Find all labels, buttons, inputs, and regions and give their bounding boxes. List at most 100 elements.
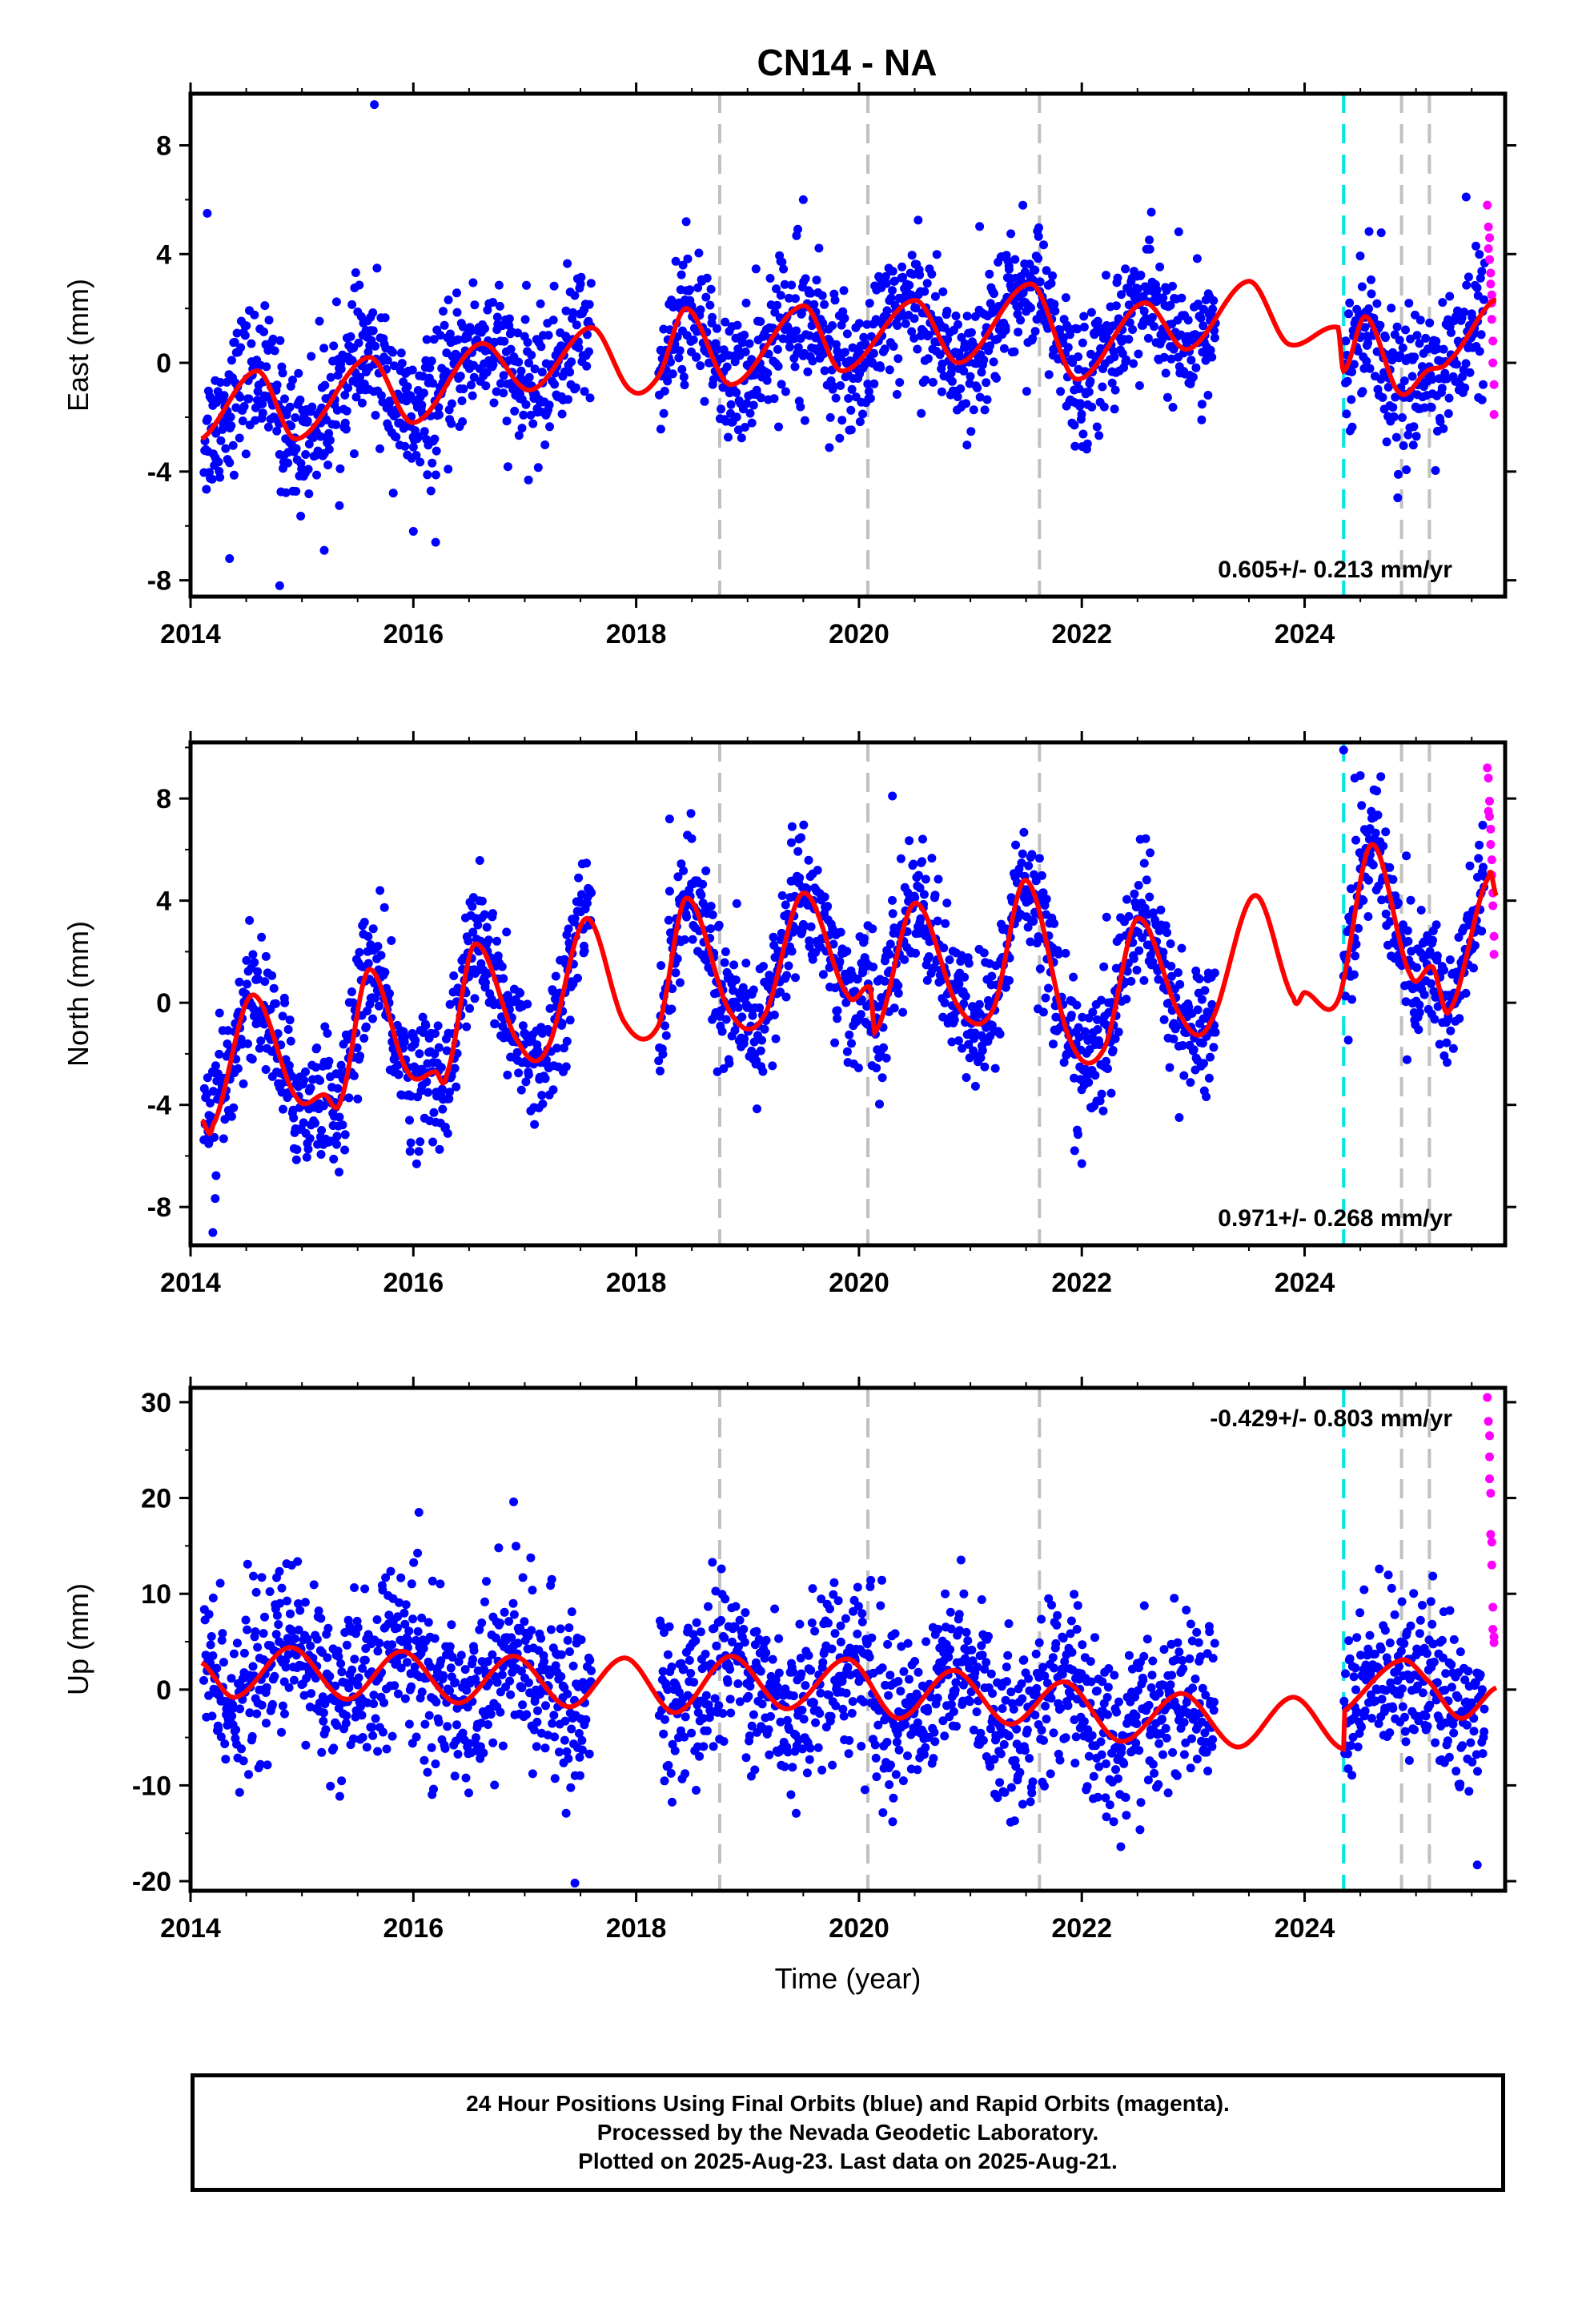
final-point	[243, 1559, 252, 1569]
final-point	[208, 1593, 218, 1602]
final-point	[1406, 895, 1415, 905]
final-point	[341, 424, 351, 434]
rapid-point	[1484, 774, 1493, 783]
final-point	[380, 313, 390, 323]
final-point	[219, 1658, 228, 1667]
final-point	[721, 1594, 730, 1604]
final-point	[900, 955, 909, 964]
final-point	[771, 1675, 781, 1685]
final-point	[797, 1669, 806, 1679]
final-point	[933, 916, 942, 926]
final-point	[954, 1036, 963, 1045]
final-point	[1347, 995, 1357, 1004]
final-point	[429, 335, 439, 344]
final-point	[1475, 250, 1484, 259]
final-point	[831, 1701, 841, 1711]
final-point	[1411, 432, 1421, 441]
final-point	[787, 280, 797, 290]
final-point	[420, 1755, 429, 1765]
final-point	[482, 1577, 491, 1586]
final-point	[768, 1061, 777, 1071]
final-point	[756, 317, 765, 326]
final-point	[685, 285, 695, 295]
final-point	[551, 971, 560, 981]
final-point	[332, 1140, 341, 1149]
final-point	[1156, 905, 1166, 915]
final-point	[1044, 983, 1053, 993]
final-point	[1178, 1041, 1187, 1050]
outlier-point	[1355, 770, 1365, 780]
final-point	[701, 1650, 710, 1659]
final-point	[1099, 402, 1109, 412]
final-point	[829, 1590, 838, 1599]
outlier-point	[787, 822, 797, 831]
final-point	[560, 1735, 569, 1745]
final-point	[453, 335, 463, 344]
final-point	[805, 942, 814, 951]
final-point	[1023, 923, 1033, 932]
final-point	[692, 1618, 701, 1627]
final-point	[400, 1694, 410, 1703]
final-point	[753, 1104, 761, 1114]
final-point	[586, 279, 596, 288]
final-point	[251, 1627, 260, 1636]
final-point	[324, 444, 334, 454]
final-point	[247, 339, 256, 348]
final-point	[431, 470, 440, 480]
final-point	[1166, 971, 1176, 981]
final-point	[368, 1014, 377, 1023]
velocity-rate-label: 0.971+/- 0.268 mm/yr	[1218, 1205, 1452, 1232]
final-point	[962, 399, 971, 408]
final-point	[279, 1104, 287, 1114]
final-point	[663, 376, 673, 386]
final-point	[349, 1734, 358, 1743]
final-point	[263, 422, 273, 432]
final-point	[730, 1026, 740, 1035]
final-point	[893, 981, 903, 991]
final-point	[1074, 1130, 1082, 1140]
final-point	[730, 357, 740, 367]
final-point	[1387, 304, 1396, 313]
final-point	[1026, 304, 1035, 312]
final-point	[1439, 344, 1448, 354]
final-point	[444, 464, 453, 474]
final-point	[340, 1145, 350, 1155]
final-point	[741, 298, 751, 308]
final-point	[1166, 300, 1175, 310]
final-point	[491, 1633, 500, 1642]
final-point	[776, 987, 785, 997]
final-point	[1341, 336, 1351, 346]
final-point	[1446, 1026, 1456, 1035]
final-point	[825, 412, 835, 422]
rapid-point	[1485, 255, 1495, 264]
final-point	[516, 1667, 526, 1676]
final-point	[1134, 946, 1144, 955]
final-point	[420, 427, 429, 436]
final-point	[913, 215, 923, 225]
final-point	[844, 1749, 853, 1759]
final-point	[1158, 947, 1168, 957]
final-point	[275, 1566, 284, 1576]
final-point	[889, 1003, 899, 1013]
final-point	[484, 935, 493, 945]
final-point	[840, 313, 849, 323]
final-point	[777, 891, 787, 900]
final-point	[1425, 318, 1435, 328]
final-point	[408, 365, 417, 375]
final-point	[332, 1132, 342, 1141]
final-point	[565, 1647, 574, 1656]
final-point	[1431, 336, 1441, 346]
final-point	[444, 296, 453, 304]
final-point	[307, 1689, 316, 1699]
final-point	[393, 1689, 403, 1699]
final-point	[1381, 827, 1391, 837]
final-point	[671, 256, 681, 266]
final-point	[1017, 858, 1026, 868]
final-point	[700, 396, 709, 406]
final-point	[812, 275, 821, 285]
final-point	[400, 1619, 410, 1629]
final-point	[1196, 313, 1206, 323]
final-point	[440, 1743, 450, 1753]
y-tick-label: -4	[147, 1091, 171, 1121]
final-point	[919, 890, 929, 899]
